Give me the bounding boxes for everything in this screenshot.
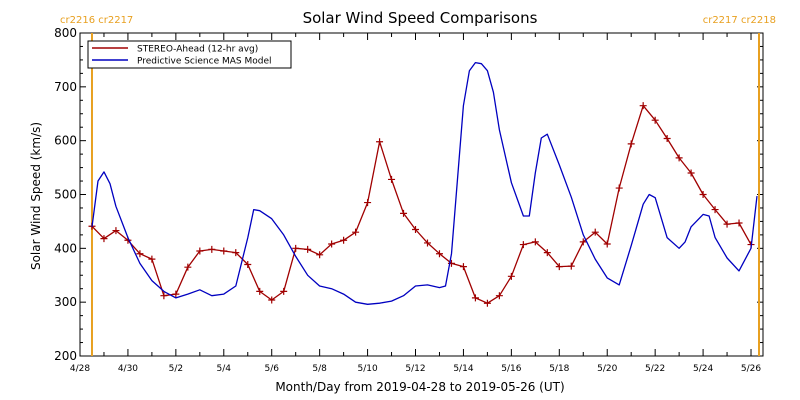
data-point-marker bbox=[220, 247, 228, 255]
chart-title: Solar Wind Speed Comparisons bbox=[303, 9, 538, 27]
data-point-marker bbox=[567, 262, 575, 270]
x-tick-label: 5/6 bbox=[264, 364, 279, 374]
data-point-marker bbox=[340, 236, 348, 244]
y-tick-label: 500 bbox=[54, 188, 77, 202]
data-point-marker bbox=[591, 228, 599, 236]
carrington-marker-label: cr2217 cr2218 bbox=[703, 15, 776, 26]
x-tick-label: 5/10 bbox=[357, 364, 377, 374]
data-point-marker bbox=[412, 225, 420, 233]
series-line bbox=[91, 105, 752, 304]
data-point-marker bbox=[651, 116, 659, 124]
data-point-marker bbox=[280, 287, 288, 295]
data-point-marker bbox=[543, 249, 551, 257]
data-point-marker bbox=[328, 240, 336, 248]
legend: STEREO-Ahead (12-hr avg) Predictive Scien… bbox=[87, 40, 292, 69]
data-point-marker bbox=[471, 294, 479, 302]
x-tick-label: 5/20 bbox=[597, 364, 617, 374]
x-axis-label: Month/Day from 2019-04-28 to 2019-05-26 … bbox=[275, 380, 564, 394]
data-point-marker bbox=[160, 292, 168, 300]
data-point-marker bbox=[364, 199, 372, 207]
data-point-marker bbox=[232, 249, 240, 257]
data-point-marker bbox=[459, 263, 467, 271]
data-point-marker bbox=[256, 287, 264, 295]
x-tick-label: 5/16 bbox=[501, 364, 521, 374]
data-point-marker bbox=[555, 263, 563, 271]
data-point-marker bbox=[699, 191, 707, 198]
data-point-marker bbox=[268, 296, 276, 304]
legend-box bbox=[87, 40, 292, 69]
data-point-marker bbox=[579, 238, 587, 246]
data-point-marker bbox=[495, 292, 503, 300]
data-point-marker bbox=[687, 169, 695, 177]
y-tick-label: 400 bbox=[54, 241, 77, 255]
data-point-marker bbox=[639, 102, 647, 110]
x-tick-label: 5/18 bbox=[549, 364, 569, 374]
data-point-marker bbox=[208, 245, 216, 253]
x-tick-label: 5/4 bbox=[217, 364, 232, 374]
data-point-marker bbox=[400, 209, 408, 217]
data-point-marker bbox=[663, 135, 671, 143]
data-point-marker bbox=[711, 206, 719, 214]
y-tick-label: 700 bbox=[54, 80, 77, 94]
plot-area: 200 300 400 500 600 700 800 4/28 4/30 5/2 5/4 5/6 5/… bbox=[54, 15, 776, 374]
data-point-marker bbox=[675, 154, 683, 162]
x-tick-label: 5/26 bbox=[741, 364, 761, 374]
data-point-marker bbox=[388, 175, 396, 183]
legend-entry: Predictive Science MAS Model bbox=[137, 57, 272, 67]
x-tick-label: 5/24 bbox=[693, 364, 713, 374]
data-point-marker bbox=[100, 235, 108, 243]
data-point-marker bbox=[244, 260, 252, 268]
data-point-marker bbox=[507, 272, 515, 280]
data-point-marker bbox=[376, 138, 384, 146]
data-point-marker bbox=[112, 227, 120, 235]
y-tick-label: 200 bbox=[54, 349, 77, 363]
x-tick-label: 5/2 bbox=[169, 364, 183, 374]
y-tick-label: 300 bbox=[54, 295, 77, 309]
data-point-marker bbox=[136, 250, 144, 258]
y-axis-label: Solar Wind Speed (km/s) bbox=[29, 122, 43, 270]
data-point-marker bbox=[735, 219, 743, 227]
y-tick-label: 800 bbox=[54, 26, 77, 40]
data-point-marker bbox=[316, 251, 324, 259]
x-tick-label: 5/12 bbox=[405, 364, 425, 374]
data-point-marker bbox=[519, 241, 527, 249]
carrington-marker-label: cr2216 cr2217 bbox=[60, 15, 133, 26]
data-point-marker bbox=[292, 244, 300, 252]
data-point-marker bbox=[531, 238, 539, 246]
x-tick-label: 5/8 bbox=[312, 364, 327, 374]
x-tick-label: 4/30 bbox=[118, 364, 138, 374]
data-point-marker bbox=[184, 263, 192, 271]
plot-frame bbox=[79, 32, 764, 357]
x-tick-label: 4/28 bbox=[70, 364, 90, 374]
data-point-marker bbox=[435, 250, 443, 258]
data-point-marker bbox=[483, 299, 491, 307]
data-point-marker bbox=[423, 239, 431, 247]
data-point-marker bbox=[148, 255, 156, 263]
x-tick-label: 5/22 bbox=[645, 364, 665, 374]
data-point-marker bbox=[196, 247, 204, 255]
data-point-marker bbox=[723, 220, 731, 228]
legend-entry: STEREO-Ahead (12-hr avg) bbox=[137, 45, 258, 55]
series-line bbox=[91, 61, 758, 305]
data-point-marker bbox=[603, 240, 611, 248]
data-point-marker bbox=[627, 140, 635, 148]
data-point-marker bbox=[172, 290, 180, 298]
data-point-marker bbox=[352, 228, 360, 236]
data-point-marker bbox=[304, 245, 312, 253]
x-tick-label: 5/14 bbox=[453, 364, 473, 374]
y-tick-label: 600 bbox=[54, 134, 77, 148]
data-point-marker bbox=[615, 184, 623, 192]
